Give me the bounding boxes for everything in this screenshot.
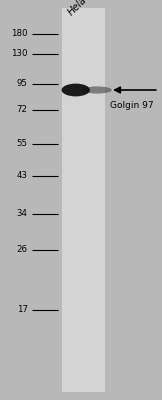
Text: Hela: Hela [66, 0, 89, 18]
Text: 180: 180 [11, 30, 28, 38]
Ellipse shape [62, 84, 90, 96]
Text: 43: 43 [17, 172, 28, 180]
Ellipse shape [83, 86, 112, 94]
Text: 34: 34 [17, 210, 28, 218]
Text: Golgin 97: Golgin 97 [110, 102, 154, 110]
Bar [62, 8, 105, 392]
Text: 72: 72 [17, 106, 28, 114]
Text: 55: 55 [17, 140, 28, 148]
Text: 95: 95 [17, 80, 28, 88]
Text: 130: 130 [11, 50, 28, 58]
Text: 26: 26 [17, 246, 28, 254]
Text: 17: 17 [17, 306, 28, 314]
